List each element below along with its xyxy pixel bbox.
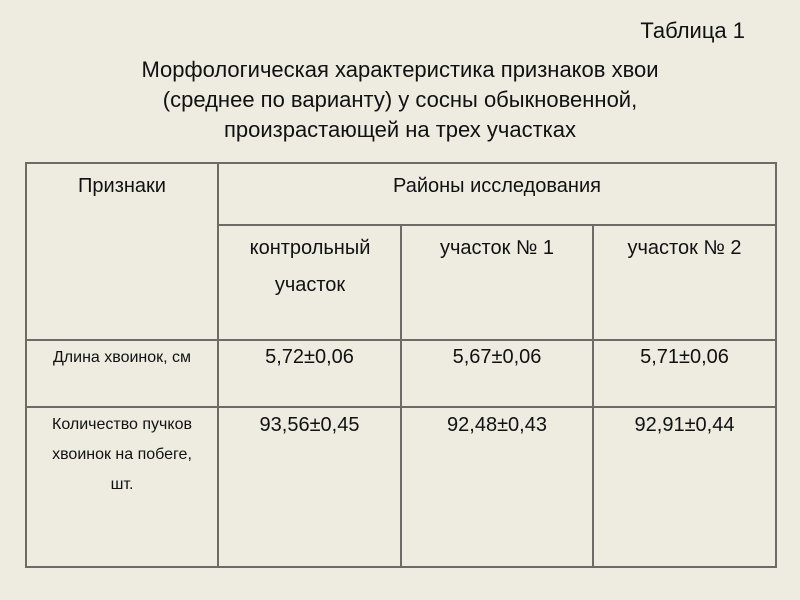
row-feature-bundle-count: Количество пучков хвоинок на побеге, шт. bbox=[52, 416, 192, 493]
column-header-site-2: участок № 2 bbox=[627, 237, 742, 259]
header-group: Районы исследования bbox=[393, 175, 601, 197]
table-divider bbox=[400, 224, 402, 568]
table-divider bbox=[217, 162, 219, 568]
cell-value: 5,67±0,06 bbox=[452, 346, 542, 368]
cell-value: 5,71±0,06 bbox=[640, 346, 729, 368]
row-feature-needle-length: Длина хвоинок, см bbox=[52, 349, 192, 366]
column-header-control: контрольный участок bbox=[249, 237, 371, 296]
table-border-right bbox=[775, 162, 777, 568]
caption-line-3: произрастающей на трех участках bbox=[223, 117, 577, 142]
cell-value: 93,56±0,45 bbox=[259, 414, 360, 436]
table-border-top bbox=[25, 162, 777, 164]
table-divider bbox=[218, 224, 777, 226]
cell-value: 92,48±0,43 bbox=[447, 414, 547, 436]
table-number: Таблица 1 bbox=[640, 18, 745, 43]
cell-value: 92,91±0,44 bbox=[634, 414, 735, 436]
column-header-site-1: участок № 1 bbox=[439, 237, 555, 259]
caption-line-1: Морфологическая характеристика признаков… bbox=[141, 57, 659, 82]
table-border-left bbox=[25, 162, 27, 568]
header-feature: Признаки bbox=[78, 175, 166, 197]
cell-value: 5,72±0,06 bbox=[265, 346, 354, 368]
table-divider bbox=[592, 224, 594, 568]
caption-line-2: (среднее по варианту) у сосны обыкновенн… bbox=[162, 87, 638, 112]
